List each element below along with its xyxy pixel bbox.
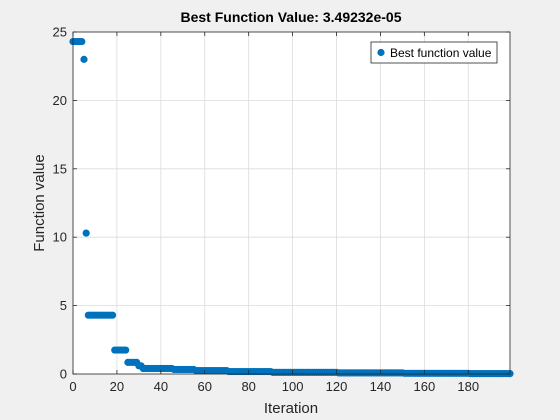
x-tick-label: 120 <box>326 379 348 394</box>
x-tick-label: 180 <box>457 379 479 394</box>
legend-entry: Best function value <box>390 46 492 60</box>
y-tick-label: 10 <box>53 230 67 245</box>
data-point <box>80 55 88 63</box>
legend: Best function value <box>370 41 498 64</box>
x-axis-label: Iteration <box>264 400 318 417</box>
data-point <box>108 311 117 319</box>
x-tick-label: 20 <box>110 379 124 394</box>
ticks: 0 20 40 60 80 100 120 140 160 180 0 5 10 15 20 25 <box>53 25 510 394</box>
y-tick-label: 0 <box>60 367 67 382</box>
y-tick-label: 25 <box>53 25 67 40</box>
data-point <box>122 346 130 354</box>
y-tick-label: 5 <box>60 298 67 313</box>
chart-title: Best Function Value: 3.49232e-05 <box>181 9 402 25</box>
legend-marker <box>377 48 385 57</box>
data-points <box>69 37 514 378</box>
x-tick-label: 100 <box>282 379 304 394</box>
legend-box <box>370 41 498 64</box>
x-tick-label: 40 <box>154 379 168 394</box>
x-tick-label: 160 <box>414 379 436 394</box>
y-axis-label: Function value <box>31 154 48 252</box>
data-point <box>82 229 90 237</box>
plot-border <box>72 31 511 375</box>
x-tick-label: 0 <box>69 379 76 394</box>
x-tick-label: 140 <box>370 379 392 394</box>
x-tick-label: 60 <box>198 379 212 394</box>
x-tick-label: 80 <box>241 379 255 394</box>
y-tick-label: 15 <box>53 161 67 176</box>
plot-area <box>73 32 510 374</box>
y-tick-label: 20 <box>53 93 67 108</box>
data-point <box>78 37 86 46</box>
